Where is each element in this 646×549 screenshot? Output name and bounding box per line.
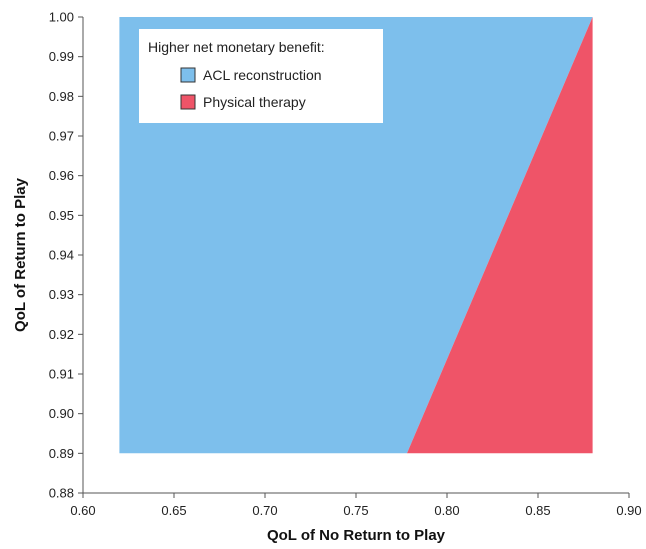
y-axis-title: QoL of Return to Play — [12, 177, 29, 332]
legend-box — [139, 29, 383, 123]
legend: Higher net monetary benefit: ACL reconstr… — [139, 29, 383, 123]
x-tick-label: 0.80 — [434, 503, 459, 518]
legend-swatch — [180, 67, 196, 83]
x-tick-label: 0.70 — [252, 503, 277, 518]
y-tick-label: 1.00 — [49, 10, 74, 25]
legend-swatch — [180, 94, 196, 110]
x-tick-label: 0.60 — [70, 503, 95, 518]
y-tick-label: 0.98 — [49, 89, 74, 104]
axes: 0.60 0.65 0.70 0.75 0.80 0.85 0.90 0.88 0.89 0.90… — [49, 10, 642, 519]
x-axis-title: QoL of No Return to Play — [267, 527, 446, 544]
y-tick-label: 0.99 — [49, 49, 74, 64]
regions-layer — [119, 17, 593, 454]
legend-title: Higher net monetary benefit: — [148, 39, 325, 55]
y-tick-label: 0.91 — [49, 367, 74, 382]
x-tick-label: 0.85 — [525, 503, 550, 518]
x-tick-label: 0.65 — [161, 503, 186, 518]
legend-label: ACL reconstruction — [203, 67, 322, 83]
legend-label: Physical therapy — [203, 94, 306, 110]
y-tick-label: 0.96 — [49, 168, 74, 183]
region-acl-reconstruction — [119, 17, 593, 454]
y-tick-label: 0.89 — [49, 446, 74, 461]
region-physical-therapy — [407, 17, 593, 454]
x-tick-label: 0.75 — [343, 503, 368, 518]
y-tick-label: 0.88 — [49, 486, 74, 501]
y-tick-label: 0.97 — [49, 129, 74, 144]
y-tick-label: 0.95 — [49, 208, 74, 223]
y-tick-label: 0.90 — [49, 406, 74, 421]
y-tick-label: 0.93 — [49, 287, 74, 302]
y-tick-label: 0.92 — [49, 327, 74, 342]
y-tick-label: 0.94 — [49, 248, 74, 263]
x-tick-label: 0.90 — [616, 503, 641, 518]
